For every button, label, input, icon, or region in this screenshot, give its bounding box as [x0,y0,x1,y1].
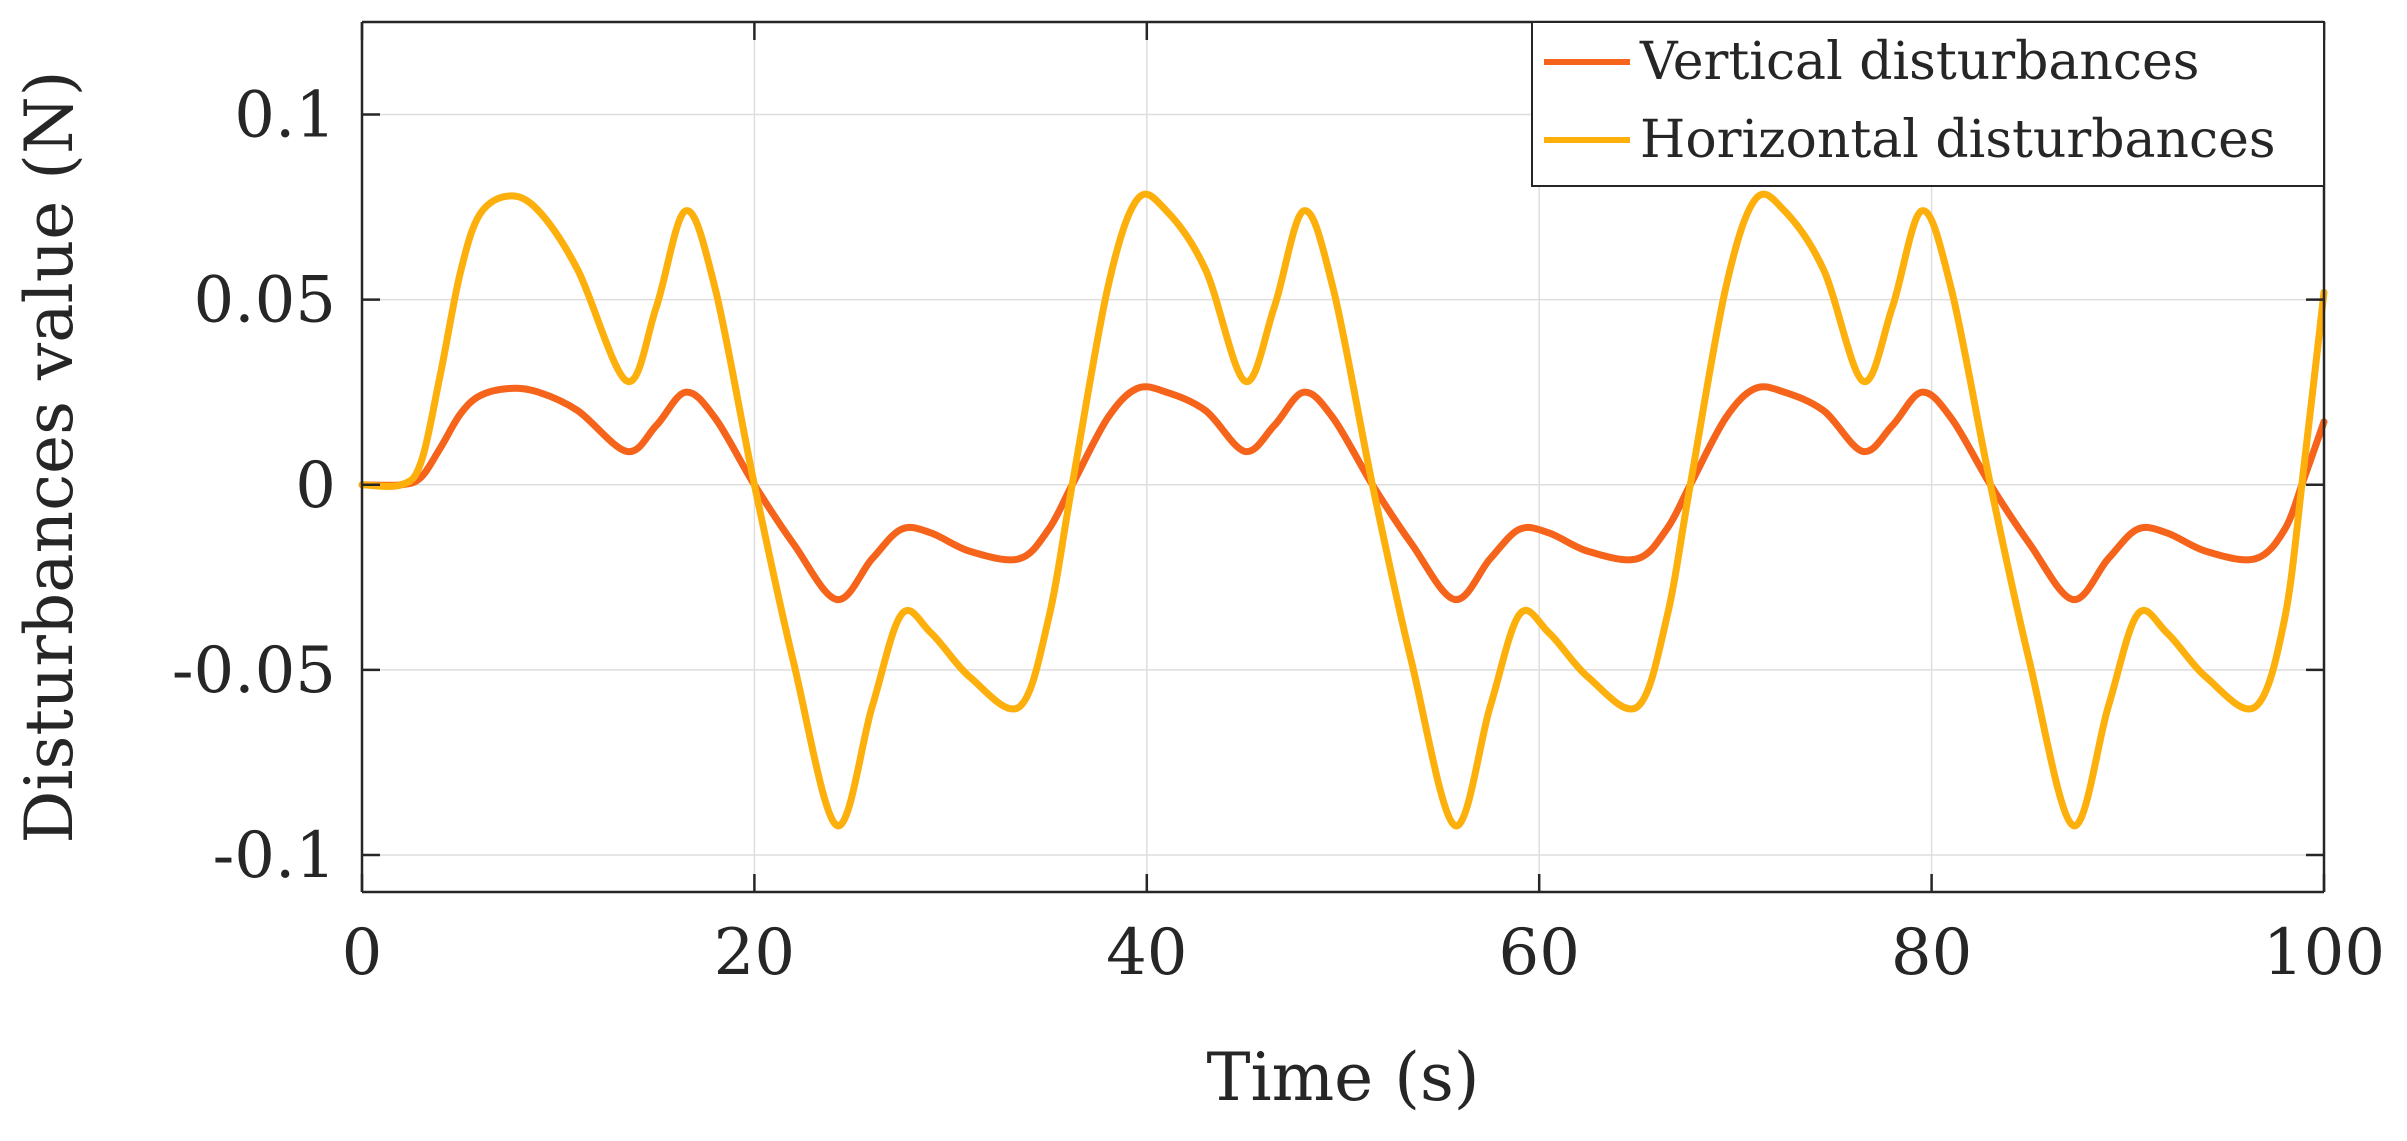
axis-ticks: 0 20 40 60 80 100 0.1 0.05 0 -0.05 -0.1 [172,22,2385,990]
y-axis-title: Disturbances value (N) [11,71,88,844]
y-tick-label: 0.1 [234,79,336,153]
x-tick-label: 60 [1498,916,1579,990]
x-tick-label: 80 [1891,916,1972,990]
series-lines [358,190,2328,829]
legend-label-horizontal: Horizontal disturbances [1640,110,2276,170]
x-tick-label: 100 [2263,916,2385,990]
y-tick-label: 0.05 [194,264,337,338]
legend: Vertical disturbances Horizontal disturb… [1531,21,2325,187]
y-tick-label: -0.1 [213,819,336,893]
y-tick-label: -0.05 [172,634,336,708]
x-tick-label: 20 [714,916,795,990]
x-tick-label: 40 [1106,916,1187,990]
x-tick-label: 0 [342,916,383,990]
legend-label-vertical: Vertical disturbances [1639,32,2199,92]
x-axis-title: Time (s) [1206,1039,1479,1116]
legend-box [1531,21,2325,187]
series-line-horizontal-disturbances [358,190,2328,829]
y-tick-label: 0 [295,449,336,523]
